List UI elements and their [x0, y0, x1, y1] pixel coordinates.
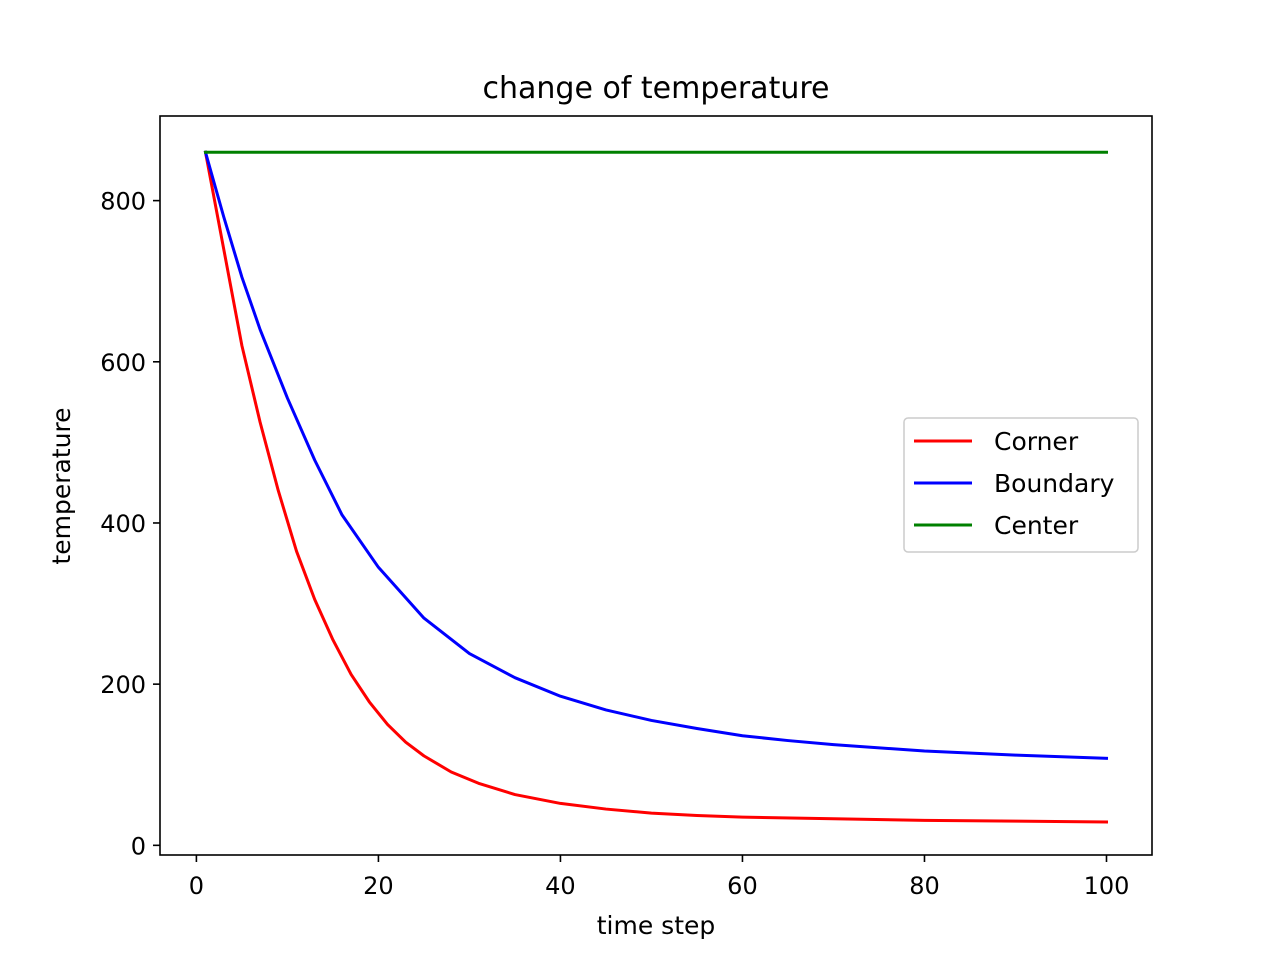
x-tick-label: 0 [189, 872, 204, 900]
legend: Corner Boundary Center [903, 417, 1139, 553]
y-axis-title: temperature [47, 407, 76, 564]
legend-label-corner: Corner [994, 427, 1079, 456]
x-tick-label: 60 [727, 872, 758, 900]
plot-area-frame [159, 115, 1153, 856]
y-tick-label: 0 [131, 832, 146, 860]
legend-box [903, 417, 1139, 553]
x-tick-label: 20 [363, 872, 394, 900]
axis-ticks: 0 20 40 60 80 100 0 200 400 600 800 [100, 188, 1129, 900]
x-axis-title: time step [597, 911, 716, 940]
y-tick-label: 200 [100, 671, 146, 699]
x-tick-label: 100 [1084, 872, 1130, 900]
series-line-corner [203, 150, 1109, 824]
x-tick-label: 80 [909, 872, 940, 900]
y-tick-label: 600 [100, 349, 146, 377]
y-tick-label: 800 [100, 188, 146, 216]
legend-label-boundary: Boundary [994, 469, 1115, 498]
series-line-boundary [203, 150, 1109, 760]
plot-lines [203, 150, 1109, 824]
y-tick-label: 400 [100, 510, 146, 538]
chart-title: change of temperature [483, 71, 830, 106]
legend-label-center: Center [994, 511, 1079, 540]
x-tick-label: 40 [545, 872, 576, 900]
